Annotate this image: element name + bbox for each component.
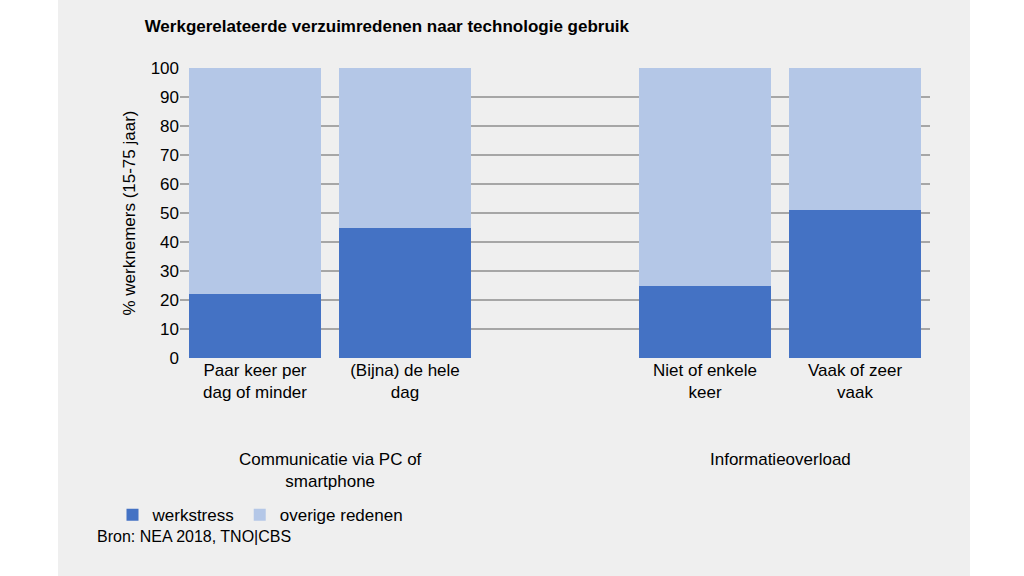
svg-text:60: 60 <box>160 175 179 194</box>
svg-text:40: 40 <box>160 233 179 252</box>
svg-text:overige redenen: overige redenen <box>280 506 403 525</box>
svg-text:Werkgerelateerde verzuimredene: Werkgerelateerde verzuimredenen naar tec… <box>145 17 630 36</box>
svg-text:Paar keer perdag of minder: Paar keer perdag of minder <box>203 361 307 402</box>
svg-text:10: 10 <box>160 320 179 339</box>
svg-text:30: 30 <box>160 262 179 281</box>
svg-text:Vaak of zeervaak: Vaak of zeervaak <box>808 361 903 402</box>
svg-text:werkstress: werkstress <box>152 506 234 525</box>
svg-text:70: 70 <box>160 146 179 165</box>
svg-text:20: 20 <box>160 291 179 310</box>
svg-text:90: 90 <box>160 88 179 107</box>
svg-text:Communicatie via PC ofsmartpho: Communicatie via PC ofsmartphone <box>239 450 422 491</box>
svg-text:0: 0 <box>170 349 179 368</box>
svg-text:50: 50 <box>160 204 179 223</box>
svg-text:Niet of enkelekeer: Niet of enkelekeer <box>653 361 757 402</box>
svg-text:% werknemers (15-75 jaar): % werknemers (15-75 jaar) <box>120 110 139 315</box>
svg-text:100: 100 <box>151 59 179 78</box>
svg-text:(Bijna) de heledag: (Bijna) de heledag <box>350 361 460 402</box>
svg-text:Informatieoverload: Informatieoverload <box>710 450 851 469</box>
svg-text:Bron: NEA 2018, TNO|CBS: Bron: NEA 2018, TNO|CBS <box>97 528 291 545</box>
svg-text:80: 80 <box>160 117 179 136</box>
